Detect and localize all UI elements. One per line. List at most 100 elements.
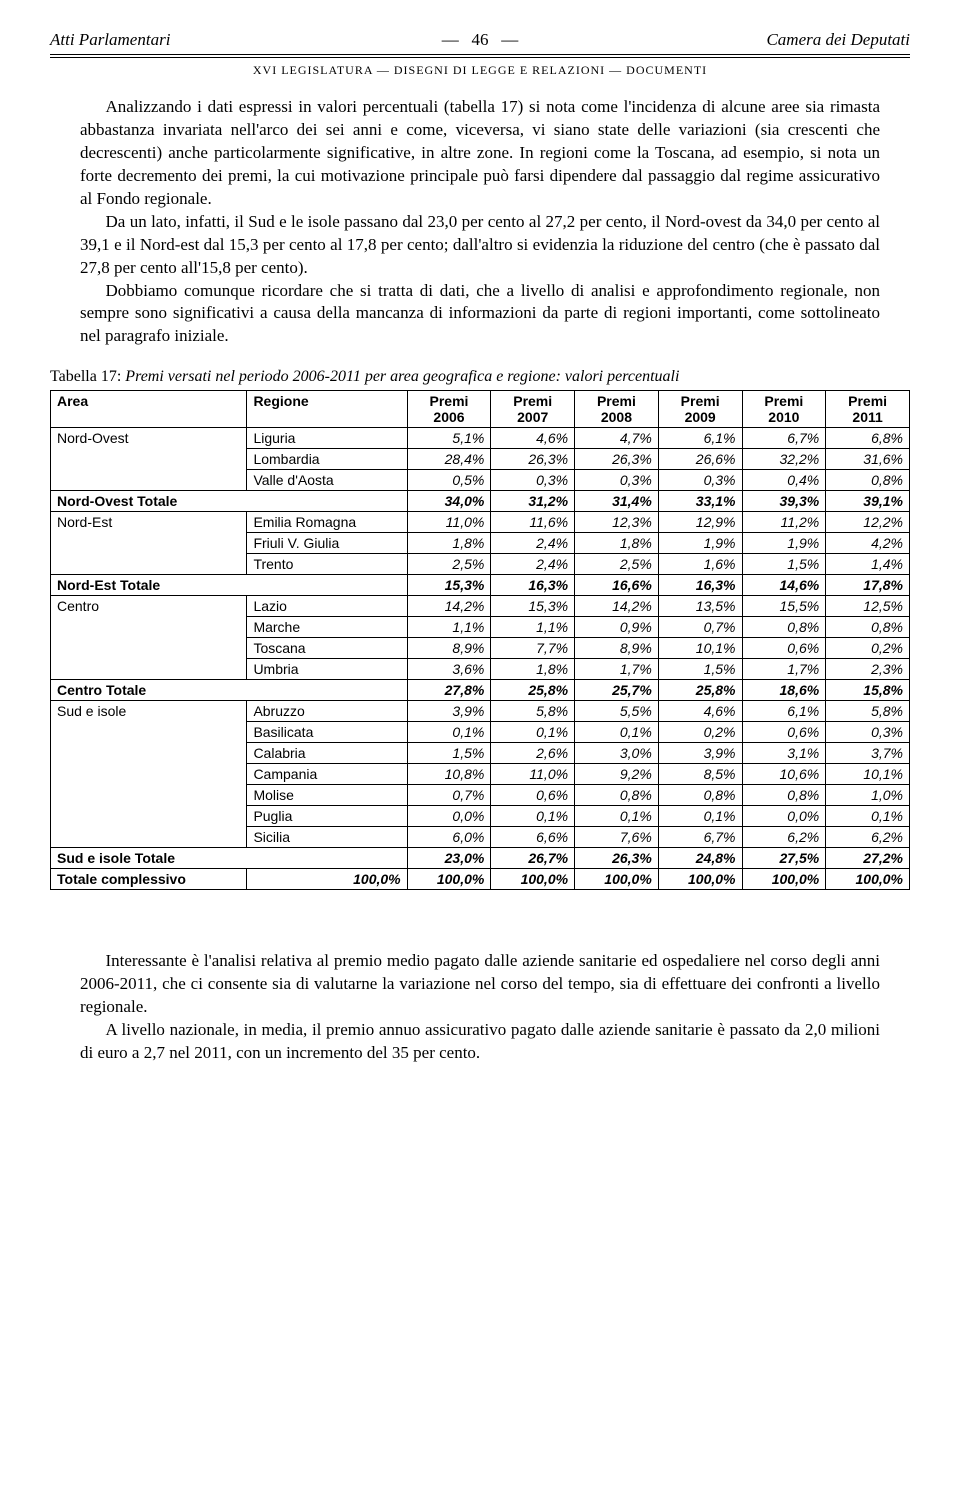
value-cell: 9,2% <box>575 764 659 785</box>
value-cell: 0,1% <box>575 722 659 743</box>
value-cell: 11,6% <box>491 512 575 533</box>
col-area: Area <box>51 391 247 428</box>
value-cell: 0,8% <box>575 785 659 806</box>
value-cell: 15,8% <box>826 680 910 701</box>
value-cell: 16,3% <box>658 575 742 596</box>
value-cell: 6,2% <box>826 827 910 848</box>
value-cell: 1,4% <box>826 554 910 575</box>
table-header-row: Area Regione Premi2006 Premi2007 Premi20… <box>51 391 910 428</box>
value-cell: 1,9% <box>742 533 826 554</box>
value-cell: 0,1% <box>407 722 491 743</box>
subtotal-row: Centro Totale 27,8%25,8%25,7%25,8%18,6%1… <box>51 680 910 701</box>
value-cell: 5,5% <box>575 701 659 722</box>
value-cell: 15,5% <box>742 596 826 617</box>
value-cell: 100,0% <box>407 869 491 890</box>
subtotal-row: Sud e isole Totale 23,0%26,7%26,3%24,8%2… <box>51 848 910 869</box>
value-cell: 2,4% <box>491 554 575 575</box>
region-cell: Umbria <box>247 659 407 680</box>
value-cell: 10,1% <box>826 764 910 785</box>
table-row: Sud e isole Abruzzo 3,9%5,8%5,5%4,6%6,1%… <box>51 701 910 722</box>
value-cell: 1,6% <box>658 554 742 575</box>
value-cell: 11,0% <box>491 764 575 785</box>
region-cell: Campania <box>247 764 407 785</box>
value-cell: 100,0% <box>742 869 826 890</box>
value-cell: 8,9% <box>407 638 491 659</box>
value-cell: 15,3% <box>407 575 491 596</box>
region-cell: Marche <box>247 617 407 638</box>
value-cell: 6,0% <box>407 827 491 848</box>
sub-header: XVI LEGISLATURA — DISEGNI DI LEGGE E REL… <box>50 60 910 96</box>
col-2008: Premi2008 <box>575 391 659 428</box>
value-cell: 26,3% <box>575 848 659 869</box>
value-cell: 1,8% <box>407 533 491 554</box>
value-cell: 23,0% <box>407 848 491 869</box>
table-row: Centro Lazio 14,2%15,3%14,2%13,5%15,5%12… <box>51 596 910 617</box>
value-cell: 10,8% <box>407 764 491 785</box>
body-text-top: Analizzando i dati espressi in valori pe… <box>50 96 910 348</box>
value-cell: 3,9% <box>658 743 742 764</box>
value-cell: 31,2% <box>491 491 575 512</box>
area-sud: Sud e isole <box>51 701 247 848</box>
value-cell: 3,6% <box>407 659 491 680</box>
header-left: Atti Parlamentari <box>50 30 430 50</box>
value-cell: 0,6% <box>491 785 575 806</box>
value-cell: 0,0% <box>407 806 491 827</box>
col-2007: Premi2007 <box>491 391 575 428</box>
value-cell: 100,0% <box>826 869 910 890</box>
value-cell: 14,2% <box>575 596 659 617</box>
region-cell: Friuli V. Giulia <box>247 533 407 554</box>
col-2010: Premi2010 <box>742 391 826 428</box>
value-cell: 0,8% <box>742 785 826 806</box>
value-cell: 31,6% <box>826 449 910 470</box>
page-header: Atti Parlamentari — 46 — Camera dei Depu… <box>50 30 910 54</box>
subtotal-row: Nord-Est Totale 15,3%16,3%16,6%16,3%14,6… <box>51 575 910 596</box>
value-cell: 6,7% <box>658 827 742 848</box>
value-cell: 0,8% <box>742 617 826 638</box>
value-cell: 33,1% <box>658 491 742 512</box>
value-cell: 2,3% <box>826 659 910 680</box>
value-cell: 27,2% <box>826 848 910 869</box>
region-cell: Lombardia <box>247 449 407 470</box>
value-cell: 4,7% <box>575 428 659 449</box>
area-nord-est: Nord-Est <box>51 512 247 575</box>
region-cell: Toscana <box>247 638 407 659</box>
value-cell: 0,7% <box>658 617 742 638</box>
paragraph-2: Da un lato, infatti, il Sud e le isole p… <box>80 211 880 280</box>
value-cell: 0,3% <box>826 722 910 743</box>
value-cell: 4,2% <box>826 533 910 554</box>
header-right: Camera dei Deputati <box>530 30 910 50</box>
value-cell: 11,2% <box>742 512 826 533</box>
header-rule <box>50 54 910 58</box>
subtotal-label: Nord-Ovest Totale <box>51 491 408 512</box>
value-cell: 100,0% <box>247 869 407 890</box>
value-cell: 6,2% <box>742 827 826 848</box>
value-cell: 24,8% <box>658 848 742 869</box>
value-cell: 15,3% <box>491 596 575 617</box>
value-cell: 12,5% <box>826 596 910 617</box>
value-cell: 10,6% <box>742 764 826 785</box>
value-cell: 26,6% <box>658 449 742 470</box>
value-cell: 4,6% <box>491 428 575 449</box>
value-cell: 5,8% <box>826 701 910 722</box>
value-cell: 14,6% <box>742 575 826 596</box>
value-cell: 0,0% <box>742 806 826 827</box>
table-caption-label: Tabella 17: <box>50 368 125 385</box>
value-cell: 2,5% <box>407 554 491 575</box>
value-cell: 17,8% <box>826 575 910 596</box>
value-cell: 0,6% <box>742 638 826 659</box>
region-cell: Valle d'Aosta <box>247 470 407 491</box>
value-cell: 3,0% <box>575 743 659 764</box>
value-cell: 5,1% <box>407 428 491 449</box>
value-cell: 0,1% <box>491 806 575 827</box>
value-cell: 7,6% <box>575 827 659 848</box>
value-cell: 0,4% <box>742 470 826 491</box>
table-caption-desc: Premi versati nel periodo 2006-2011 per … <box>125 368 679 385</box>
value-cell: 31,4% <box>575 491 659 512</box>
region-cell: Trento <box>247 554 407 575</box>
value-cell: 0,8% <box>826 617 910 638</box>
value-cell: 7,7% <box>491 638 575 659</box>
value-cell: 8,5% <box>658 764 742 785</box>
region-cell: Liguria <box>247 428 407 449</box>
value-cell: 2,5% <box>575 554 659 575</box>
value-cell: 12,3% <box>575 512 659 533</box>
